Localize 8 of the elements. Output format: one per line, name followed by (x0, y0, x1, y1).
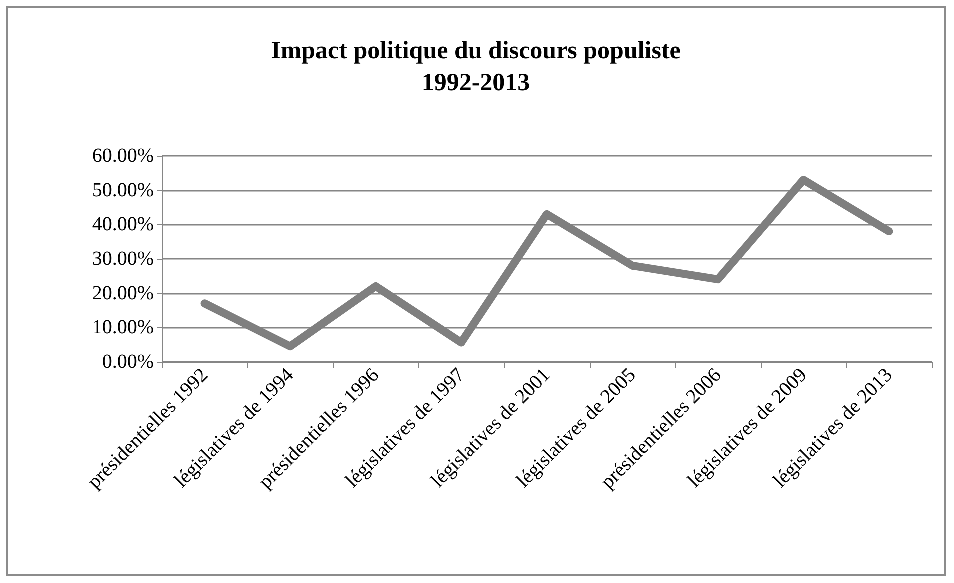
y-tick-label: 0.00% (102, 351, 154, 373)
y-tick-label: 60.00% (92, 145, 154, 167)
y-tick-label: 30.00% (92, 248, 154, 270)
y-tick-label: 20.00% (92, 282, 154, 304)
y-tick-label: 50.00% (92, 179, 154, 202)
y-tick-label: 40.00% (92, 214, 154, 236)
chart-title: Impact politique du discours populiste 1992-2013 (271, 38, 681, 96)
y-tick-label: 10.00% (92, 316, 154, 339)
